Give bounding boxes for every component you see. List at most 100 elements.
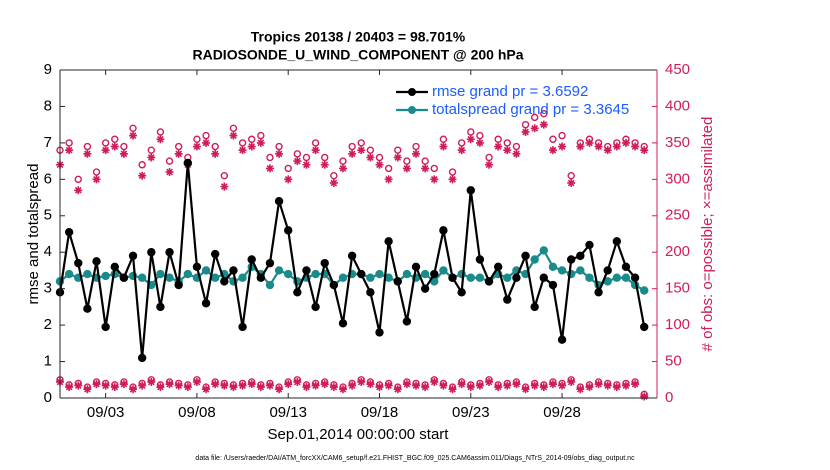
asterisk-marker bbox=[567, 377, 576, 386]
y2-tick-label: 350 bbox=[665, 134, 690, 151]
asterisk-marker bbox=[466, 135, 475, 144]
circle-marker bbox=[156, 302, 165, 312]
circle-marker bbox=[594, 288, 603, 297]
circle-marker bbox=[64, 227, 74, 237]
circle-marker bbox=[530, 255, 539, 264]
circle-marker bbox=[229, 266, 238, 275]
circle-marker bbox=[321, 378, 329, 386]
circle-marker bbox=[247, 378, 256, 386]
asterisk-marker bbox=[448, 385, 457, 394]
circle-marker bbox=[174, 280, 183, 290]
circle-marker bbox=[475, 273, 485, 282]
circle-marker bbox=[439, 379, 448, 388]
circle-marker bbox=[384, 237, 393, 246]
circle-marker bbox=[558, 379, 566, 388]
circle-marker bbox=[183, 158, 192, 168]
circle-marker bbox=[330, 381, 338, 389]
circle-marker bbox=[604, 379, 612, 388]
circle-marker bbox=[557, 335, 567, 344]
asterisk-marker bbox=[65, 383, 74, 392]
circle-marker bbox=[366, 146, 375, 154]
circle-marker bbox=[265, 258, 275, 268]
asterisk-marker bbox=[74, 186, 83, 195]
asterisk-marker bbox=[512, 149, 521, 158]
circle-marker bbox=[375, 153, 384, 162]
circle-marker bbox=[375, 269, 384, 279]
circle-marker bbox=[631, 378, 639, 386]
circle-marker bbox=[338, 319, 348, 328]
circle-marker bbox=[201, 266, 211, 275]
asterisk-marker bbox=[384, 381, 393, 390]
asterisk-marker bbox=[119, 380, 128, 389]
circle-marker bbox=[540, 110, 548, 118]
circle-marker bbox=[621, 262, 631, 271]
asterisk-marker bbox=[521, 385, 530, 394]
circle-marker bbox=[192, 262, 202, 271]
asterisk-marker bbox=[430, 175, 439, 184]
y2-tick-label: 450 bbox=[665, 61, 690, 78]
y-axis-label: rmse and totalspread bbox=[25, 164, 42, 305]
circle-marker bbox=[293, 376, 302, 384]
x-axis-label: Sep.01,2014 00:00:00 start bbox=[268, 426, 450, 443]
circle-marker bbox=[247, 255, 256, 264]
circle-marker bbox=[256, 273, 266, 282]
y2-tick-label: 250 bbox=[665, 207, 690, 224]
asterisk-marker bbox=[357, 377, 366, 386]
asterisk-marker bbox=[311, 146, 320, 155]
circle-marker bbox=[311, 269, 320, 279]
circle-marker bbox=[193, 376, 201, 384]
y-tick-label: 8 bbox=[44, 97, 52, 114]
circle-marker bbox=[613, 139, 621, 147]
y-tick-label: 7 bbox=[44, 134, 52, 151]
asterisk-marker bbox=[439, 381, 448, 390]
x-tick-label: 09/08 bbox=[178, 404, 216, 421]
circle-marker bbox=[467, 128, 475, 136]
asterisk-marker bbox=[393, 385, 402, 394]
circle-marker bbox=[421, 157, 429, 165]
circle-marker bbox=[576, 383, 585, 391]
circle-marker bbox=[156, 128, 165, 136]
circle-marker bbox=[293, 150, 302, 158]
circle-marker bbox=[101, 379, 110, 388]
circle-marker bbox=[83, 142, 92, 151]
asterisk-marker bbox=[530, 381, 539, 390]
circle-marker bbox=[394, 146, 402, 154]
legend-marker bbox=[408, 106, 416, 114]
circle-marker bbox=[348, 379, 356, 388]
asterisk-marker bbox=[265, 381, 274, 390]
circle-marker bbox=[275, 383, 283, 391]
circle-marker bbox=[347, 251, 357, 261]
circle-marker bbox=[585, 381, 594, 389]
asterisk-marker bbox=[475, 138, 484, 147]
asterisk-marker bbox=[265, 164, 274, 173]
circle-marker bbox=[512, 273, 521, 282]
circle-marker bbox=[257, 381, 265, 389]
circle-marker bbox=[92, 378, 101, 386]
circle-marker bbox=[64, 269, 74, 279]
circle-marker bbox=[74, 258, 83, 268]
circle-marker bbox=[448, 383, 457, 391]
circle-marker bbox=[366, 273, 375, 282]
circle-marker bbox=[384, 379, 393, 388]
asterisk-marker bbox=[348, 381, 357, 390]
circle-marker bbox=[540, 381, 548, 389]
circle-marker bbox=[156, 381, 165, 389]
circle-marker bbox=[147, 146, 155, 154]
circle-marker bbox=[101, 271, 110, 281]
asterisk-marker bbox=[320, 380, 329, 389]
circle-marker bbox=[211, 142, 219, 151]
chart-subtitle: RADIOSONDE_U_WIND_COMPONENT @ 200 hPa bbox=[192, 47, 523, 63]
annotation: data file: /Users/raeder/DAI/ATM_forcXX/… bbox=[195, 455, 635, 462]
asterisk-marker bbox=[284, 175, 293, 184]
circle-marker bbox=[494, 135, 502, 143]
circle-marker bbox=[165, 248, 174, 257]
circle-marker bbox=[612, 237, 622, 246]
asterisk-marker bbox=[402, 380, 411, 389]
circle-marker bbox=[120, 142, 128, 151]
asterisk-marker bbox=[603, 381, 612, 390]
circle-marker bbox=[238, 379, 247, 388]
circle-marker bbox=[403, 157, 411, 165]
asterisk-marker bbox=[284, 380, 293, 389]
circle-marker bbox=[338, 273, 348, 282]
circle-marker bbox=[220, 171, 229, 180]
